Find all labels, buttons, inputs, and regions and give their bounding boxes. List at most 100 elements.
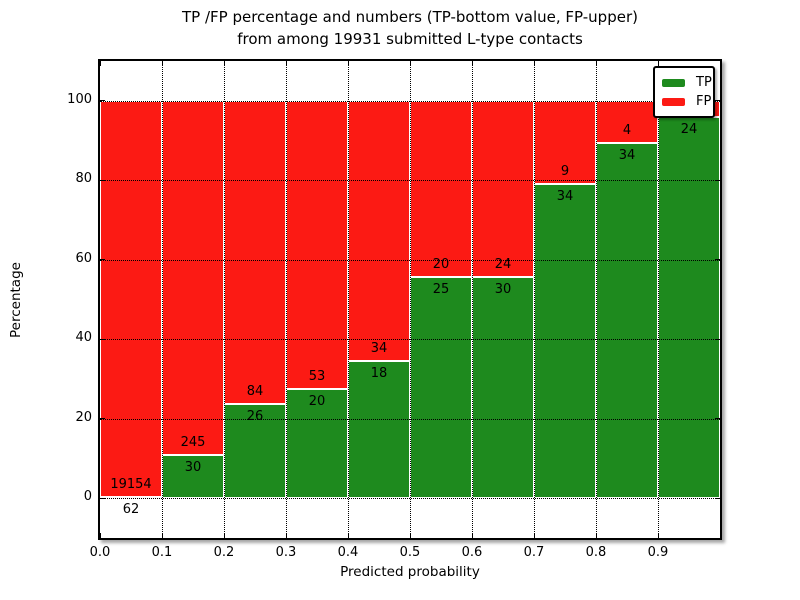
fp-bar-segment xyxy=(410,100,472,278)
x-axis-label: Predicted probability xyxy=(340,564,480,580)
x-tick-mark-top xyxy=(99,61,101,66)
x-tick-mark xyxy=(347,533,349,538)
horizontal-gridline xyxy=(100,180,720,182)
x-tick-mark-top xyxy=(347,61,349,66)
vertical-gridline xyxy=(658,61,659,538)
fp-count-label: 20 xyxy=(432,257,450,273)
horizontal-gridline xyxy=(100,100,720,102)
tp-count-label: 62 xyxy=(122,501,140,517)
horizontal-gridline xyxy=(100,498,720,500)
x-tick-mark-top xyxy=(409,61,411,66)
y-tick-mark xyxy=(100,418,105,420)
fp-count-label: 34 xyxy=(370,340,388,356)
tp-count-label: 30 xyxy=(184,459,202,475)
tp-bar-segment xyxy=(534,183,596,499)
y-tick-label: 0 xyxy=(83,489,92,505)
y-tick-mark-right xyxy=(715,497,720,499)
x-tick-mark-top xyxy=(471,61,473,66)
y-tick-mark xyxy=(100,100,105,102)
x-tick-mark xyxy=(285,533,287,538)
tp-bar-segment xyxy=(472,277,534,499)
x-tick-label: 0.7 xyxy=(523,545,545,560)
y-tick-mark xyxy=(100,497,105,499)
x-tick-mark-top xyxy=(533,61,535,66)
horizontal-gridline xyxy=(100,259,720,261)
y-tick-label: 20 xyxy=(75,409,92,425)
chart-title-line2: from among 19931 submitted L-type contac… xyxy=(237,30,583,48)
y-tick-mark xyxy=(100,259,105,261)
fp-count-label: 24 xyxy=(494,257,512,273)
y-tick-mark-right xyxy=(715,259,720,261)
chart-title-line1: TP /FP percentage and numbers (TP-bottom… xyxy=(182,8,638,26)
x-tick-mark-top xyxy=(161,61,163,66)
tp-bar-segment xyxy=(348,360,410,499)
fp-bar-segment xyxy=(286,100,348,390)
x-tick-label: 0.3 xyxy=(275,545,297,560)
x-tick-mark-top xyxy=(223,61,225,66)
tp-bar-segment xyxy=(410,277,472,499)
legend-label-tp: TP xyxy=(696,75,712,90)
horizontal-gridline xyxy=(100,339,720,341)
tp-bar-segment xyxy=(658,116,720,499)
x-tick-mark xyxy=(161,533,163,538)
horizontal-gridline xyxy=(100,418,720,420)
fp-count-label: 9 xyxy=(560,163,570,179)
x-tick-mark xyxy=(533,533,535,538)
x-tick-label: 0.0 xyxy=(89,545,111,560)
x-tick-mark xyxy=(471,533,473,538)
vertical-gridline xyxy=(348,61,349,538)
x-tick-label: 0.5 xyxy=(399,545,421,560)
y-tick-mark xyxy=(100,338,105,340)
y-tick-mark-right xyxy=(715,418,720,420)
x-tick-mark xyxy=(99,533,101,538)
fp-swatch-icon xyxy=(662,97,685,106)
x-tick-mark xyxy=(595,533,597,538)
plot-frame: TP FP 19154 62 245 30 84 26 53 20 34 18 20 25 24 30 9 3… xyxy=(98,59,722,540)
tp-count-label: 30 xyxy=(494,282,512,298)
y-tick-label: 60 xyxy=(75,250,92,266)
chart-title: TP /FP percentage and numbers (TP-bottom… xyxy=(100,6,720,50)
vertical-gridline xyxy=(472,61,473,538)
x-tick-mark-top xyxy=(285,61,287,66)
tp-swatch-icon xyxy=(662,78,685,87)
y-tick-mark-right xyxy=(715,179,720,181)
fp-bar-segment xyxy=(472,100,534,278)
x-tick-label: 0.1 xyxy=(151,545,173,560)
y-tick-label: 80 xyxy=(75,171,92,187)
vertical-gridline xyxy=(162,61,163,538)
vertical-gridline xyxy=(596,61,597,538)
x-tick-mark xyxy=(657,533,659,538)
x-tick-label: 0.6 xyxy=(461,545,483,560)
tp-count-label: 34 xyxy=(556,188,574,204)
tp-bar-segment xyxy=(162,454,224,499)
tp-count-label: 18 xyxy=(370,365,388,381)
fp-count-label: 84 xyxy=(246,384,264,400)
tp-count-label: 34 xyxy=(618,147,636,163)
vertical-gridline xyxy=(534,61,535,538)
x-tick-label: 0.8 xyxy=(585,545,607,560)
y-axis-label: Percentage xyxy=(8,262,24,338)
fp-bar-segment xyxy=(100,100,162,497)
tp-count-label: 25 xyxy=(432,282,450,298)
x-tick-label: 0.2 xyxy=(213,545,235,560)
fp-count-label: 4 xyxy=(622,122,632,138)
x-tick-mark-top xyxy=(657,61,659,66)
tp-count-label: 24 xyxy=(680,121,698,137)
legend-label-fp: FP xyxy=(696,94,712,109)
legend: TP FP xyxy=(653,66,715,118)
fp-bar-segment xyxy=(348,100,410,361)
x-tick-mark xyxy=(409,533,411,538)
tp-bar-segment xyxy=(286,389,348,499)
fp-bar-segment xyxy=(162,100,224,455)
tp-bar-segment xyxy=(596,142,658,499)
x-tick-mark-top xyxy=(595,61,597,66)
x-tick-label: 0.4 xyxy=(337,545,359,560)
vertical-gridline xyxy=(410,61,411,538)
fp-bar-segment xyxy=(534,100,596,184)
y-tick-mark-right xyxy=(715,100,720,102)
legend-row-fp: FP xyxy=(662,92,711,111)
fp-count-label: 245 xyxy=(180,434,206,450)
y-tick-label: 100 xyxy=(67,91,92,107)
x-tick-mark xyxy=(223,533,225,538)
